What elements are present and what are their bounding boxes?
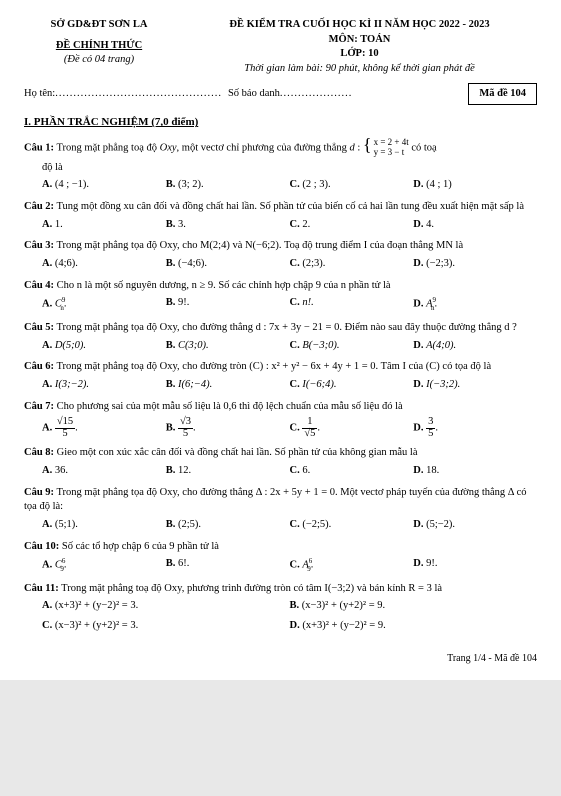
q3-opt-c[interactable]: C. (2;3).: [290, 257, 414, 272]
q9-opt-d[interactable]: D. (5;−2).: [413, 518, 537, 533]
q3-opt-d[interactable]: D. (−2;3).: [413, 257, 537, 272]
header-right: ĐỀ KIỂM TRA CUỐI HỌC KÌ II NĂM HỌC 2022 …: [182, 18, 537, 77]
q7-opt-c[interactable]: C. 1√5.: [290, 417, 414, 439]
q9-opt-c[interactable]: C. (−2;5).: [290, 518, 414, 533]
q2-options: A. 1. B. 3. C. 2. D. 4.: [24, 218, 537, 233]
q1-opt-b[interactable]: B. (3; 2).: [166, 178, 290, 193]
grade: LỚP: 10: [182, 47, 537, 62]
q5-text: Câu 5: Trong mặt phẳng tọa độ Oxy, cho đ…: [24, 321, 537, 336]
time-note: Thời gian làm bài: 90 phút, không kể thờ…: [182, 62, 537, 77]
q11-opt-b[interactable]: B. (x−3)² + (y+2)² = 9.: [290, 599, 538, 614]
question-6: Câu 6: Trong mặt phẳng toạ độ Oxy, cho đ…: [24, 360, 537, 392]
q3-opt-b[interactable]: B. (−4;6).: [166, 257, 290, 272]
exam-code-box: Mã đề 104: [468, 83, 537, 106]
q1-text: Câu 1: Trong mặt phẳng toạ độ Oxy, một v…: [24, 138, 537, 158]
question-8: Câu 8: Gieo một con xúc xắc cân đối và đ…: [24, 446, 537, 478]
q5-options: A. D(5;0). B. C(3;0). C. B(−3;0). D. A(4…: [24, 339, 537, 354]
brace-icon: {: [363, 134, 372, 154]
page-footer: Trang 1/4 - Mã đề 104: [24, 652, 537, 666]
q4-opt-a[interactable]: A. C9n.: [42, 296, 166, 313]
exam-page: SỞ GD&ĐT SƠN LA ĐỀ CHÍNH THỨC (Đề có 04 …: [0, 0, 561, 680]
name-dots: ........................................…: [55, 87, 222, 102]
question-10: Câu 10: Số các tổ hợp chập 6 của 9 phần …: [24, 540, 537, 575]
q2-opt-d[interactable]: D. 4.: [413, 218, 537, 233]
q10-opt-a[interactable]: A. C69.: [42, 557, 166, 574]
sbd-label: Số báo danh: [228, 87, 280, 102]
q1-opt-c[interactable]: C. (2 ; 3).: [290, 178, 414, 193]
exam-title: ĐỀ KIỂM TRA CUỐI HỌC KÌ II NĂM HỌC 2022 …: [182, 18, 537, 33]
q8-text: Câu 8: Gieo một con xúc xắc cân đối và đ…: [24, 446, 537, 461]
question-9: Câu 9: Trong mặt phẳng tọa độ Oxy, cho đ…: [24, 486, 537, 533]
q2-opt-c[interactable]: C. 2.: [290, 218, 414, 233]
question-5: Câu 5: Trong mặt phẳng tọa độ Oxy, cho đ…: [24, 321, 537, 353]
question-3: Câu 3: Trong mặt phẳng tọa độ Oxy, cho M…: [24, 239, 537, 271]
sbd-dots: ....................: [280, 87, 353, 102]
q10-opt-d[interactable]: D. 9!.: [413, 557, 537, 574]
q10-text: Câu 10: Số các tổ hợp chập 6 của 9 phần …: [24, 540, 537, 555]
question-7: Câu 7: Cho phương sai của một mẫu số liệ…: [24, 400, 537, 440]
name-label: Họ tên:: [24, 87, 55, 102]
q6-options: A. I(3;−2). B. I(6;−4). C. I(−6;4). D. I…: [24, 378, 537, 393]
q2-opt-b[interactable]: B. 3.: [166, 218, 290, 233]
q8-opt-b[interactable]: B. 12.: [166, 464, 290, 479]
header-block: SỞ GD&ĐT SƠN LA ĐỀ CHÍNH THỨC (Đề có 04 …: [24, 18, 537, 77]
q7-text: Câu 7: Cho phương sai của một mẫu số liệ…: [24, 400, 537, 415]
q1-opt-a[interactable]: A. (4 ; −1).: [42, 178, 166, 193]
q11-opt-c[interactable]: C. (x−3)² + (y+2)² = 3.: [42, 619, 290, 634]
q11-text: Câu 11: Trong mặt phẳng toạ độ Oxy, phươ…: [24, 582, 537, 597]
q9-text: Câu 9: Trong mặt phẳng tọa độ Oxy, cho đ…: [24, 486, 537, 515]
q8-options: A. 36. B. 12. C. 6. D. 18.: [24, 464, 537, 479]
name-row: Họ tên: ................................…: [24, 83, 537, 106]
header-left: SỞ GD&ĐT SƠN LA ĐỀ CHÍNH THỨC (Đề có 04 …: [24, 18, 174, 77]
q3-text: Câu 3: Trong mặt phẳng tọa độ Oxy, cho M…: [24, 239, 537, 254]
q8-opt-d[interactable]: D. 18.: [413, 464, 537, 479]
q7-opt-d[interactable]: D. 35.: [413, 417, 537, 439]
q1-options: A. (4 ; −1). B. (3; 2). C. (2 ; 3). D. (…: [24, 178, 537, 193]
q4-opt-d[interactable]: D. A9n.: [413, 296, 537, 313]
q4-opt-b[interactable]: B. 9!.: [166, 296, 290, 313]
q4-options: A. C9n. B. 9!. C. n!. D. A9n.: [24, 296, 537, 313]
question-4: Câu 4: Cho n là một số nguyên dương, n ≥…: [24, 279, 537, 314]
q11-opt-d[interactable]: D. (x+3)² + (y−2)² = 9.: [290, 619, 538, 634]
question-11: Câu 11: Trong mặt phẳng toạ độ Oxy, phươ…: [24, 582, 537, 634]
q9-opt-b[interactable]: B. (2;5).: [166, 518, 290, 533]
system-eq: x = 2 + 4ty = 3 − t: [374, 138, 409, 158]
q6-opt-a[interactable]: A. I(3;−2).: [42, 378, 166, 393]
q11-options: A. (x+3)² + (y−2)² = 3. B. (x−3)² + (y+2…: [24, 599, 537, 633]
q7-options: A. √155. B. √35. C. 1√5. D. 35.: [24, 417, 537, 439]
question-1: Câu 1: Trong mặt phẳng toạ độ Oxy, một v…: [24, 138, 537, 193]
q10-opt-c[interactable]: C. A69.: [290, 557, 414, 574]
q3-options: A. (4;6). B. (−4;6). C. (2;3). D. (−2;3)…: [24, 257, 537, 272]
q9-options: A. (5;1). B. (2;5). C. (−2;5). D. (5;−2)…: [24, 518, 537, 533]
q6-opt-d[interactable]: D. I(−3;2).: [413, 378, 537, 393]
q2-text: Câu 2: Tung một đồng xu cân đối và đồng …: [24, 200, 537, 215]
q9-opt-a[interactable]: A. (5;1).: [42, 518, 166, 533]
section-1-title: I. PHẦN TRẮC NGHIỆM (7,0 điểm): [24, 115, 537, 130]
q4-text: Câu 4: Cho n là một số nguyên dương, n ≥…: [24, 279, 537, 294]
page-count: (Đề có 04 trang): [24, 53, 174, 68]
q7-opt-b[interactable]: B. √35.: [166, 417, 290, 439]
subject: MÔN: TOÁN: [182, 33, 537, 48]
q1-opt-d[interactable]: D. (4 ; 1): [413, 178, 537, 193]
q10-opt-b[interactable]: B. 6!.: [166, 557, 290, 574]
question-2: Câu 2: Tung một đồng xu cân đối và đồng …: [24, 200, 537, 232]
official-label: ĐỀ CHÍNH THỨC: [24, 39, 174, 54]
q7-opt-a[interactable]: A. √155.: [42, 417, 166, 439]
q11-opt-a[interactable]: A. (x+3)² + (y−2)² = 3.: [42, 599, 290, 614]
q6-opt-c[interactable]: C. I(−6;4).: [290, 378, 414, 393]
q2-opt-a[interactable]: A. 1.: [42, 218, 166, 233]
q5-opt-c[interactable]: C. B(−3;0).: [290, 339, 414, 354]
dept-name: SỞ GD&ĐT SƠN LA: [24, 18, 174, 33]
q5-opt-d[interactable]: D. A(4;0).: [413, 339, 537, 354]
q4-opt-c[interactable]: C. n!.: [290, 296, 414, 313]
q6-opt-b[interactable]: B. I(6;−4).: [166, 378, 290, 393]
q8-opt-a[interactable]: A. 36.: [42, 464, 166, 479]
q5-opt-b[interactable]: B. C(3;0).: [166, 339, 290, 354]
q3-opt-a[interactable]: A. (4;6).: [42, 257, 166, 272]
q6-text: Câu 6: Trong mặt phẳng toạ độ Oxy, cho đ…: [24, 360, 537, 375]
q10-options: A. C69. B. 6!. C. A69. D. 9!.: [24, 557, 537, 574]
q8-opt-c[interactable]: C. 6.: [290, 464, 414, 479]
q1-text-2: độ là: [24, 161, 537, 176]
q5-opt-a[interactable]: A. D(5;0).: [42, 339, 166, 354]
